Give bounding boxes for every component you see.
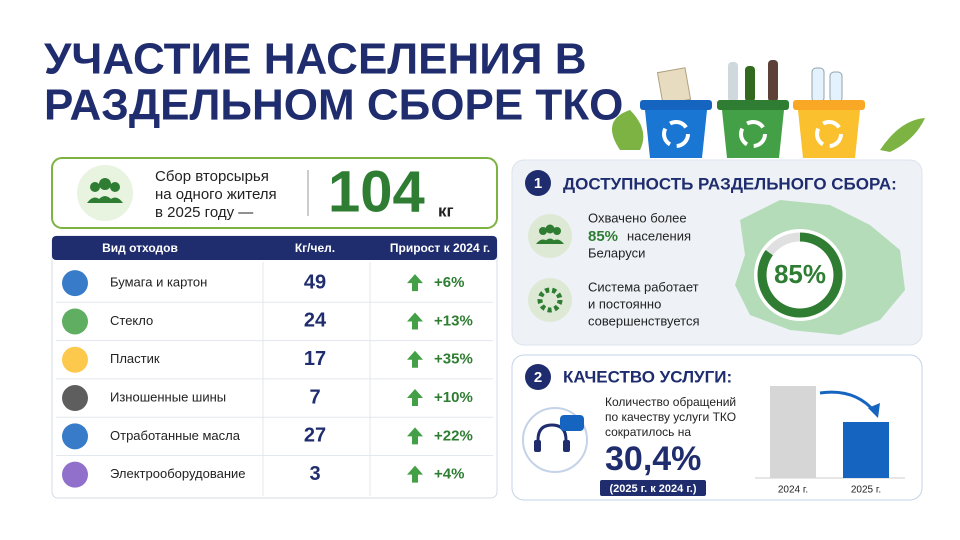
waste-type: Отработанные масла [110, 428, 241, 443]
badge [525, 170, 551, 196]
amount: 17 [304, 348, 326, 370]
growth-arrow [407, 350, 423, 368]
bar-illustration [843, 422, 889, 478]
waste-type: Изношенные шины [110, 389, 226, 404]
people-icon [87, 178, 123, 203]
table-body: Бумага и картон 49 +6% Стекло 24 +13% Пластик 1… [56, 262, 493, 496]
period-box [600, 480, 706, 496]
amount: 7 [309, 386, 320, 408]
quality-value: 30,4% [605, 440, 701, 478]
amount: 24 [304, 310, 327, 332]
ring-arc [757, 232, 843, 318]
system-text: и постоянно [588, 296, 661, 311]
growth-arrow [407, 465, 423, 483]
waste-type: Пластик [110, 351, 160, 366]
column-header: Вид отходов [102, 241, 178, 255]
system-text: совершенствуется [588, 313, 700, 328]
waste-type: Бумага и картон [110, 275, 207, 290]
row-icon [62, 385, 88, 412]
system-text: Система работает [588, 279, 699, 294]
coverage-highlight: 85% [588, 228, 618, 245]
growth: +10% [434, 389, 473, 406]
summary-text: в 2025 году — [155, 204, 253, 221]
coverage-text: Охвачено более [588, 210, 687, 225]
period: (2025 г. к 2024 г.) [609, 483, 696, 495]
title-line: УЧАСТИЕ НАСЕЛЕНИЯ В [44, 35, 587, 84]
summary-text: на одного жителя [155, 186, 277, 203]
growth: +4% [434, 466, 464, 483]
icon-bg [528, 214, 572, 258]
bins-illustration [612, 60, 925, 158]
amount: 27 [304, 425, 326, 447]
row-icon [62, 308, 88, 335]
icon-bg [528, 278, 572, 322]
waste-type: Стекло [110, 313, 153, 328]
quality-text: сократилось на [605, 425, 691, 439]
row-icon [62, 346, 88, 373]
coverage-text: Беларуси [588, 245, 645, 260]
bar-label: 2024 г. [778, 485, 808, 496]
growth-arrow [407, 274, 423, 292]
row-icon [62, 270, 88, 297]
growth: +22% [434, 427, 473, 444]
growth: +6% [434, 274, 464, 291]
people-icon-bg [77, 165, 133, 221]
title-line: РАЗДЕЛЬНОМ СБОРЕ ТКО [44, 81, 623, 130]
summary-box [51, 157, 498, 229]
badge-number: 1 [534, 175, 542, 192]
waste-type: Электрооборудование [110, 466, 246, 481]
growth-arrow [407, 312, 423, 330]
summary-value: 104 [328, 159, 425, 224]
badge [525, 364, 551, 390]
bar-label: 2025 г. [851, 485, 881, 496]
amount: 3 [309, 463, 320, 485]
bar-illustration [770, 386, 816, 478]
summary-text: Сбор вторсырья [155, 168, 269, 185]
panel-title: КАЧЕСТВО УСЛУГИ: [563, 367, 732, 386]
people-icon [536, 224, 564, 244]
ring-bg [754, 229, 846, 321]
ring-label: 85% [774, 259, 826, 289]
amount: 49 [304, 271, 326, 293]
growth: +13% [434, 312, 473, 329]
summary-unit: кг [438, 201, 454, 220]
row-icon [62, 423, 88, 450]
row-icon [62, 461, 88, 488]
quality-text: Количество обращений [605, 395, 736, 409]
gear-icon [537, 287, 563, 313]
quality-text: по качеству услуги ТКО [605, 410, 736, 424]
table-header [52, 236, 497, 260]
badge-number: 2 [534, 369, 542, 386]
growth: +35% [434, 351, 473, 368]
arrow-head [868, 403, 880, 418]
coverage-text: населения [627, 228, 691, 243]
column-header: Прирост к 2024 г. [390, 241, 490, 255]
column-header: Кг/чел. [295, 241, 335, 255]
headset-icon [534, 415, 584, 452]
quality-panel [511, 354, 923, 501]
growth-arrow [407, 427, 423, 445]
growth-arrow [407, 389, 423, 407]
panel-title: ДОСТУПНОСТЬ РАЗДЕЛЬНОГО СБОРА: [563, 174, 897, 193]
